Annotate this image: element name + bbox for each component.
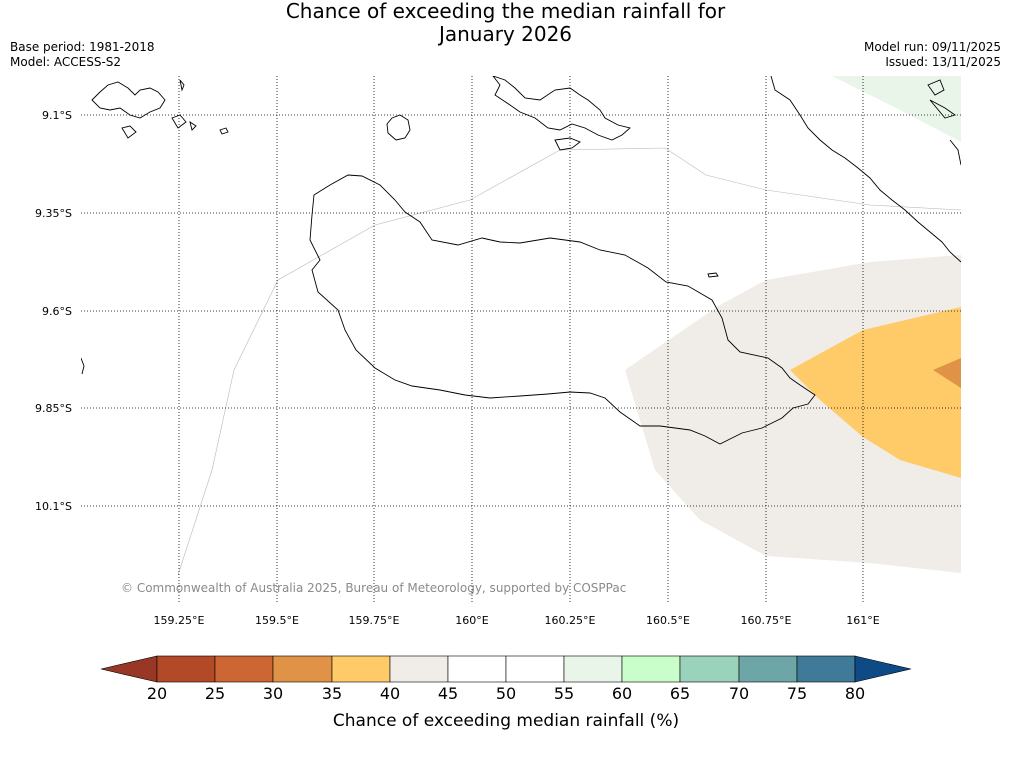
lat-label-4: 9.85°S — [35, 402, 72, 415]
colorbar-bin-75-80 — [796, 655, 856, 683]
guadalcanal-island — [309, 174, 816, 445]
lon-label-4: 160°E — [455, 614, 488, 627]
colorbar-bin-20-25 — [156, 655, 216, 683]
title-line-2: January 2026 — [438, 22, 573, 46]
colorbar-under-arrow — [100, 655, 158, 683]
lon-label-3: 159.75°E — [349, 614, 400, 627]
title-line-1: Chance of exceeding the median rainfall … — [285, 0, 726, 23]
lat-label-3: 9.6°S — [42, 305, 72, 318]
colorbar-bin-50-55 — [505, 655, 565, 683]
colorbar-title: Chance of exceeding median rainfall (%) — [333, 711, 679, 731]
lat-label-2: 9.35°S — [35, 207, 72, 220]
colorbar-tick-25: 25 — [205, 684, 225, 703]
lat-label-5: 10.1°S — [35, 500, 72, 513]
gridlines — [81, 76, 961, 604]
colorbar-bin-65-70 — [679, 655, 740, 683]
model-name: Model: ACCESS-S2 — [10, 55, 122, 69]
colorbar-tick-55: 55 — [554, 684, 574, 703]
base-period: Base period: 1981-2018 — [10, 40, 155, 54]
colorbar-tick-80: 80 — [845, 684, 865, 703]
boundary-line — [177, 147, 961, 576]
map-title: Chance of exceeding the median rainfall … — [0, 0, 1011, 46]
map-area — [81, 76, 961, 576]
colorbar-tick-60: 60 — [612, 684, 632, 703]
russell-islands — [91, 79, 229, 139]
colorbar-tick-20: 20 — [147, 684, 167, 703]
lon-label-6: 160.5°E — [646, 614, 690, 627]
colorbar-tick-45: 45 — [438, 684, 458, 703]
shading-30-35 — [933, 358, 961, 388]
colorbar-tick-30: 30 — [263, 684, 283, 703]
colorbar-over-arrow — [854, 655, 912, 683]
lat-label-1: 9.1°S — [42, 109, 72, 122]
meta-right: Model run: 09/11/2025 Issued: 13/11/2025 — [864, 40, 1001, 70]
colorbar-tick-35: 35 — [322, 684, 342, 703]
colorbar-tick-50: 50 — [496, 684, 516, 703]
colorbar-bin-70-75 — [738, 655, 798, 683]
shading-55-60 — [832, 76, 961, 142]
santa-isabel-islets — [927, 79, 961, 166]
colorbar-bin-45-50 — [447, 655, 507, 683]
colorbar-tick-75: 75 — [787, 684, 807, 703]
lon-label-8: 161°E — [846, 614, 879, 627]
shading-35-40 — [790, 307, 961, 478]
model-run: Model run: 09/11/2025 — [863, 40, 1001, 54]
colorbar-bin-60-65 — [621, 655, 681, 683]
lon-label-1: 159.25°E — [154, 614, 205, 627]
savo-island — [386, 114, 411, 141]
issued-date: Issued: 13/11/2025 — [885, 55, 1001, 69]
colorbar-tick-40: 40 — [380, 684, 400, 703]
copyright-notice: © Commonwealth of Australia 2025, Bureau… — [121, 581, 626, 595]
colorbar-bin-30-35 — [272, 655, 333, 683]
colorbar-bin-35-40 — [331, 655, 391, 683]
lon-label-5: 160.25°E — [545, 614, 596, 627]
colorbar-tick-70: 70 — [729, 684, 749, 703]
lon-label-7: 160.75°E — [741, 614, 792, 627]
colorbar-tick-65: 65 — [670, 684, 690, 703]
lon-label-2: 159.5°E — [255, 614, 299, 627]
colorbar-bin-25-30 — [214, 655, 274, 683]
colorbar: 20 25 30 35 40 45 50 55 60 65 70 75 80 C… — [100, 655, 912, 731]
colorbar-bin-40-45 — [389, 655, 449, 683]
santa-isabel-coast — [770, 76, 961, 263]
meta-left: Base period: 1981-2018 Model: ACCESS-S2 — [10, 40, 155, 70]
west-edge-fragment — [81, 357, 85, 375]
colorbar-bin-55-60 — [563, 655, 623, 683]
islet — [707, 272, 719, 278]
florida-islands — [492, 76, 631, 151]
